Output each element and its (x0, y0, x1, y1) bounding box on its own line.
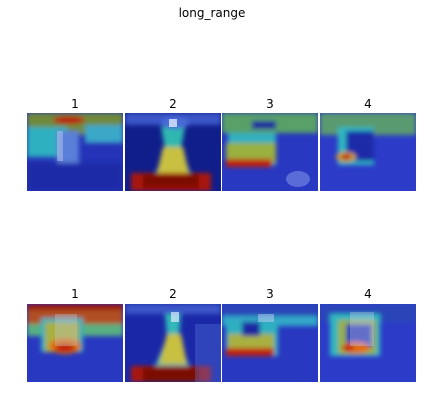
panel-title-r1-c4: 4 (364, 97, 372, 111)
panel-title-r1-c1: 1 (71, 97, 79, 111)
panel-title-r1-c2: 2 (169, 97, 177, 111)
panel-title-r2-c3: 3 (266, 287, 274, 301)
heatmap-panel-r1-c2 (125, 113, 221, 191)
panel-title-r2-c1: 1 (71, 287, 79, 301)
heatmap-panel-r2-c2 (125, 304, 221, 382)
heatmap-panel-r2-c3 (222, 304, 318, 382)
panel-title-r2-c4: 4 (364, 287, 372, 301)
heatmap-panel-r2-c1 (27, 304, 123, 382)
panel-title-r1-c3: 3 (266, 97, 274, 111)
heatmap-panel-r1-c4 (320, 113, 416, 191)
heatmap-panel-r1-c3 (222, 113, 318, 191)
panel-title-r2-c2: 2 (169, 287, 177, 301)
heatmap-panel-r1-c1 (27, 113, 123, 191)
figure-title: long_range (178, 6, 246, 20)
heatmap-panel-r2-c4 (320, 304, 416, 382)
